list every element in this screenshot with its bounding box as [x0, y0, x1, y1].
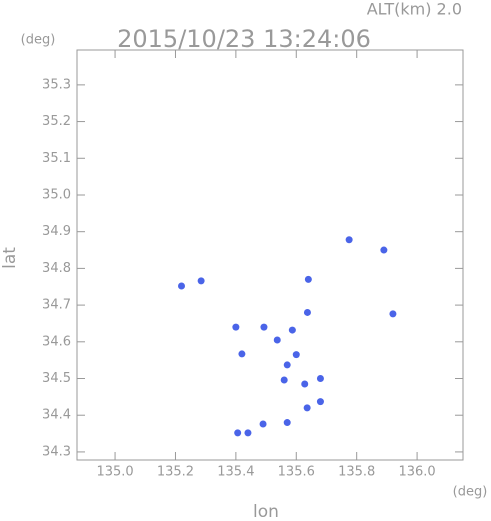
y-tick-label: 35.3	[42, 77, 71, 92]
echo-point	[178, 282, 186, 290]
y-tick-label: 34.9	[42, 224, 71, 239]
y-tick-label: 34.7	[42, 298, 71, 313]
x-unit: (deg)	[453, 485, 488, 500]
echo-point	[303, 404, 311, 412]
y-unit: (deg)	[21, 33, 56, 48]
echo-point	[259, 420, 267, 428]
y-tick-label: 34.8	[42, 261, 71, 276]
echo-point	[283, 361, 291, 369]
y-tick-label: 34.6	[42, 334, 71, 349]
echo-point	[234, 429, 242, 437]
echo-point	[380, 246, 388, 254]
echo-point	[345, 236, 353, 244]
x-tick-label: 136.0	[398, 465, 435, 480]
x-label: lon	[253, 502, 279, 521]
echo-point	[280, 376, 288, 384]
echo-point	[260, 323, 268, 331]
echo-point	[316, 398, 324, 406]
echo-point	[232, 323, 240, 331]
echo-point	[244, 429, 252, 437]
x-tick-label: 135.8	[338, 465, 375, 480]
x-tick-label: 135.0	[96, 465, 133, 480]
x-tick-label: 135.2	[157, 465, 194, 480]
plot-frame	[76, 49, 464, 461]
chart-title: 2015/10/23 13:24:06	[117, 25, 371, 53]
echo-point	[292, 351, 300, 359]
echo-point	[273, 336, 281, 344]
y-label: lat	[0, 247, 20, 269]
subtitle: ALT(km) 2.0	[367, 0, 462, 19]
y-tick-label: 35.1	[42, 151, 71, 166]
y-tick-label: 34.3	[42, 444, 71, 459]
echo-point	[283, 419, 291, 427]
echo-point	[316, 375, 324, 383]
x-tick-label: 135.6	[278, 465, 315, 480]
y-tick-label: 35.0	[42, 187, 71, 202]
echo-point	[288, 326, 296, 334]
echo-point	[389, 310, 397, 318]
echo-point	[303, 308, 311, 316]
y-tick-label: 34.5	[42, 371, 71, 386]
echo-point	[304, 275, 312, 283]
y-tick-label: 34.4	[42, 408, 71, 423]
echo-point	[238, 350, 246, 358]
x-tick-label: 135.4	[217, 465, 254, 480]
echo-point	[301, 380, 309, 388]
y-tick-label: 35.2	[42, 114, 71, 129]
echo-point	[197, 277, 205, 285]
